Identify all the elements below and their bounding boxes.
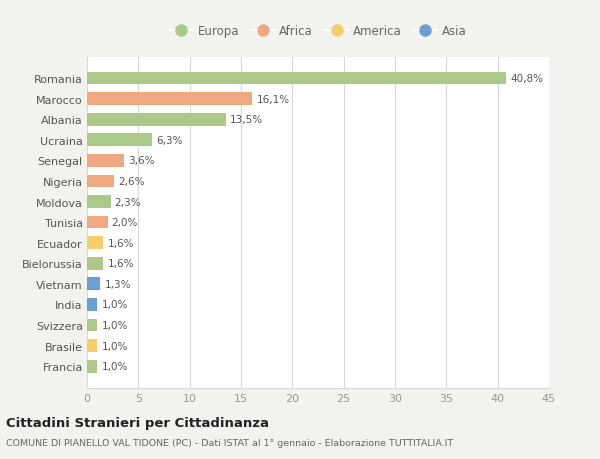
- Text: 1,6%: 1,6%: [107, 259, 134, 269]
- Bar: [87, 196, 110, 208]
- Text: 3,6%: 3,6%: [128, 156, 155, 166]
- Text: 1,0%: 1,0%: [101, 341, 128, 351]
- Legend: Europa, Africa, America, Asia: Europa, Africa, America, Asia: [164, 20, 472, 43]
- Text: 1,0%: 1,0%: [101, 362, 128, 371]
- Bar: [87, 298, 97, 311]
- Text: 2,6%: 2,6%: [118, 177, 145, 186]
- Bar: [87, 175, 113, 188]
- Text: 16,1%: 16,1%: [256, 95, 290, 104]
- Bar: [87, 134, 152, 147]
- Text: 1,6%: 1,6%: [107, 238, 134, 248]
- Bar: [87, 360, 97, 373]
- Text: 1,0%: 1,0%: [101, 300, 128, 310]
- Text: 1,0%: 1,0%: [101, 320, 128, 330]
- Bar: [87, 155, 124, 168]
- Text: 13,5%: 13,5%: [230, 115, 263, 125]
- Bar: [87, 340, 97, 353]
- Text: Cittadini Stranieri per Cittadinanza: Cittadini Stranieri per Cittadinanza: [6, 416, 269, 429]
- Text: 40,8%: 40,8%: [510, 74, 543, 84]
- Text: 6,3%: 6,3%: [156, 135, 182, 146]
- Bar: [87, 216, 107, 229]
- Text: 2,3%: 2,3%: [115, 197, 141, 207]
- Text: 1,3%: 1,3%: [104, 279, 131, 289]
- Bar: [87, 73, 506, 85]
- Bar: [87, 278, 100, 291]
- Bar: [87, 113, 226, 126]
- Text: COMUNE DI PIANELLO VAL TIDONE (PC) - Dati ISTAT al 1° gennaio - Elaborazione TUT: COMUNE DI PIANELLO VAL TIDONE (PC) - Dat…: [6, 438, 453, 447]
- Bar: [87, 237, 103, 250]
- Bar: [87, 93, 252, 106]
- Bar: [87, 257, 103, 270]
- Text: 2,0%: 2,0%: [112, 218, 138, 228]
- Bar: [87, 319, 97, 332]
